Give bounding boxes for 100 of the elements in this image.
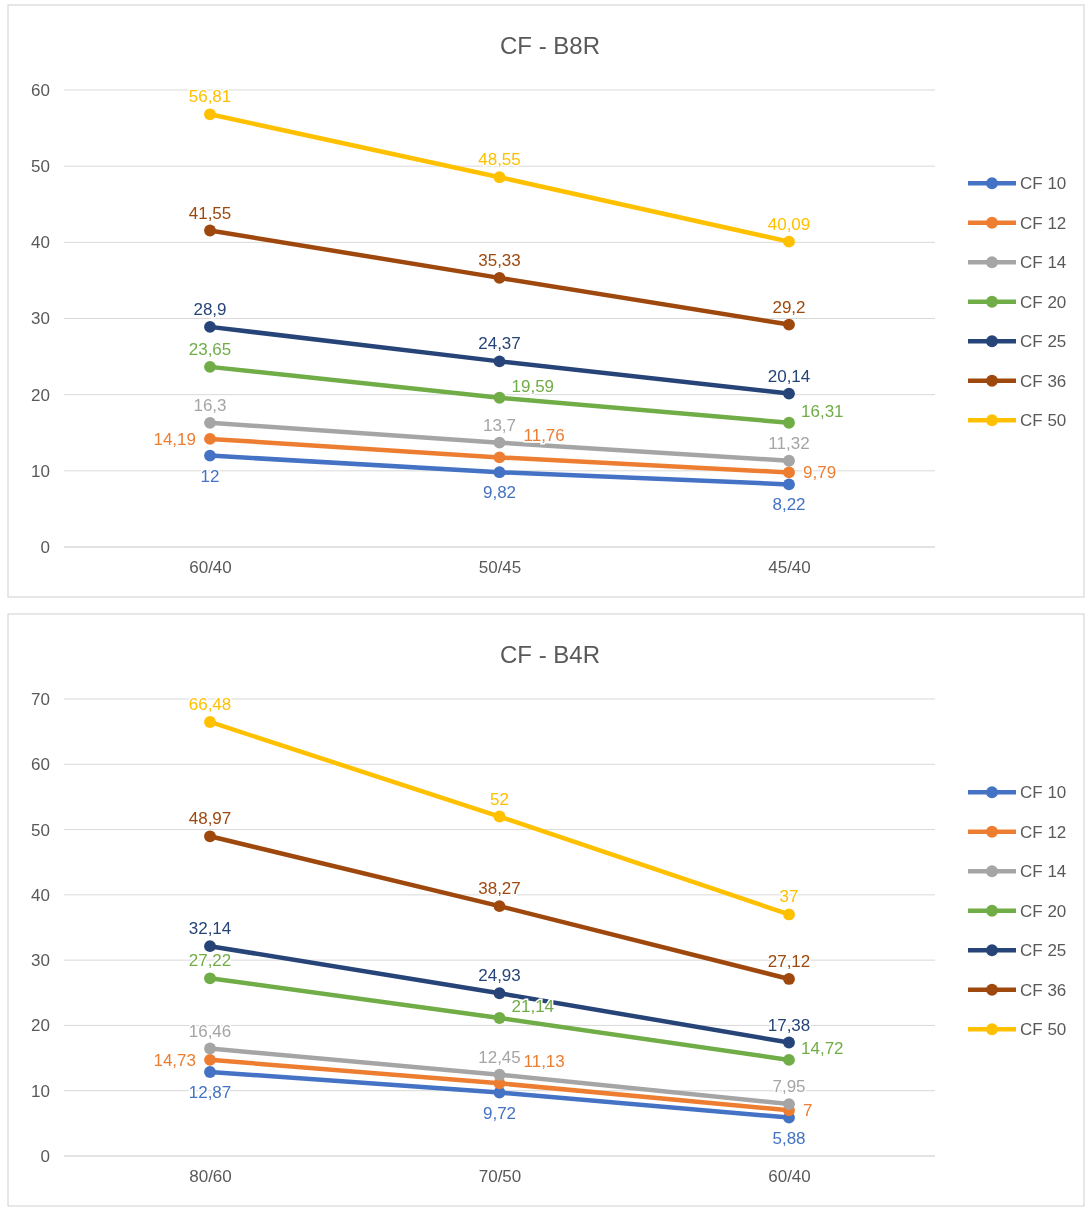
data-label: 38,27 <box>478 879 521 899</box>
data-label: 48,97 <box>188 809 232 829</box>
y-tick-label: 40 <box>31 233 50 253</box>
legend-label: CF 36 <box>1020 980 1067 1000</box>
y-tick-label: 30 <box>31 309 50 329</box>
x-tick-label: 60/40 <box>189 558 232 578</box>
data-label: 40,09 <box>767 214 811 234</box>
data-label: 12,45 <box>478 1047 521 1067</box>
data-label: 9,79 <box>803 463 837 483</box>
legend-label: CF 25 <box>1020 941 1067 961</box>
legend-label: CF 20 <box>1020 292 1067 312</box>
x-tick-label: 70/50 <box>478 1167 522 1187</box>
y-tick-label: 0 <box>40 1146 50 1166</box>
point <box>204 360 216 373</box>
legend-label: CF 20 <box>1020 901 1067 921</box>
data-label: 32,14 <box>188 919 232 939</box>
legend-label: CF 25 <box>1020 332 1067 352</box>
point <box>783 1053 795 1066</box>
data-label: 14,72 <box>801 1038 844 1058</box>
data-label: 27,12 <box>767 951 811 971</box>
data-label: 17,38 <box>767 1015 811 1035</box>
data-label: 23,65 <box>188 339 232 359</box>
point <box>204 1053 216 1066</box>
y-tick-label: 50 <box>31 157 50 177</box>
y-tick-label: 40 <box>31 885 50 905</box>
data-label: 21,14 <box>511 996 555 1016</box>
x-tick-label: 60/40 <box>768 1167 811 1187</box>
data-label: 14,73 <box>153 1050 196 1070</box>
point <box>493 466 506 479</box>
point <box>493 900 506 913</box>
legend-label: CF 50 <box>1020 411 1067 431</box>
legend-label: CF 50 <box>1020 1020 1067 1040</box>
point <box>204 224 216 237</box>
data-label: 66,48 <box>188 694 232 714</box>
point <box>493 1012 506 1024</box>
x-tick-label: 45/40 <box>768 558 811 578</box>
data-label: 13,7 <box>482 415 517 435</box>
y-tick-label: 50 <box>31 820 50 840</box>
data-label: 56,81 <box>188 87 232 107</box>
data-label: 29,2 <box>772 297 806 317</box>
point <box>783 318 795 331</box>
y-tick-label: 30 <box>31 951 50 971</box>
data-label: 41,55 <box>188 203 232 223</box>
data-label: 48,55 <box>478 150 521 170</box>
point <box>493 451 506 464</box>
y-tick-label: 10 <box>31 1081 50 1101</box>
data-label: 16,46 <box>188 1021 232 1041</box>
data-label: 9,82 <box>482 483 517 503</box>
legend-label: CF 14 <box>1020 862 1067 882</box>
point <box>493 987 506 1000</box>
data-label: 37 <box>779 887 799 907</box>
point <box>493 391 506 404</box>
chart-title: CF - B8R <box>499 32 601 59</box>
legend-label: CF 12 <box>1020 213 1067 233</box>
point <box>204 108 216 121</box>
data-label: 7 <box>803 1101 813 1121</box>
point <box>783 235 795 248</box>
data-label: 7,95 <box>772 1077 806 1097</box>
data-label: 52 <box>490 789 509 809</box>
point <box>493 436 506 449</box>
data-label: 28,9 <box>193 299 227 319</box>
data-label: 11,13 <box>523 1052 565 1072</box>
data-label: 11,76 <box>523 426 565 446</box>
data-label: 5,88 <box>772 1128 806 1148</box>
point <box>493 272 506 284</box>
point <box>204 940 216 953</box>
point <box>204 416 216 429</box>
data-label: 16,31 <box>801 401 844 421</box>
point <box>493 171 506 184</box>
point <box>493 1068 506 1081</box>
legend-label: CF 14 <box>1020 253 1067 273</box>
point <box>204 320 216 333</box>
point <box>783 416 795 429</box>
legend-label: CF 12 <box>1020 822 1067 842</box>
x-tick-label: 50/45 <box>478 558 522 578</box>
point <box>783 478 795 491</box>
y-tick-label: 60 <box>31 755 50 775</box>
y-tick-label: 70 <box>31 689 50 709</box>
y-tick-label: 0 <box>40 537 50 557</box>
x-tick-label: 80/60 <box>189 1167 232 1187</box>
data-label: 16,3 <box>193 395 227 415</box>
point <box>783 1036 795 1049</box>
point <box>783 1098 795 1110</box>
y-tick-label: 20 <box>31 1016 50 1036</box>
data-label: 24,93 <box>478 966 521 986</box>
point <box>204 830 216 843</box>
point <box>204 433 216 445</box>
point <box>493 810 506 823</box>
data-label: 20,14 <box>767 366 811 386</box>
point <box>783 973 795 985</box>
point <box>204 449 216 462</box>
y-tick-label: 10 <box>31 461 50 481</box>
point <box>204 1066 216 1078</box>
point <box>783 466 795 479</box>
data-label: 12,87 <box>188 1082 232 1102</box>
point <box>783 908 795 921</box>
data-label: 11,32 <box>768 433 810 453</box>
y-tick-label: 60 <box>31 80 50 100</box>
data-label: 27,22 <box>188 951 232 971</box>
point <box>493 355 506 368</box>
